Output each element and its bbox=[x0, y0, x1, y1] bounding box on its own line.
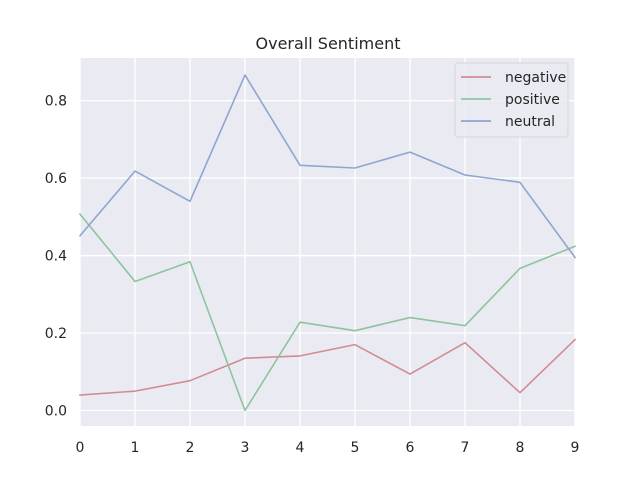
legend-label-positive: positive bbox=[505, 92, 560, 108]
x-tick-label: 5 bbox=[351, 440, 360, 456]
chart-title: Overall Sentiment bbox=[256, 34, 401, 53]
series-line-neutral bbox=[78, 74, 577, 259]
x-tick-label: 0 bbox=[76, 440, 85, 456]
legend-label-neutral: neutral bbox=[505, 114, 555, 130]
legend-label-negative: negative bbox=[505, 70, 566, 86]
y-tick-label: 0.0 bbox=[45, 404, 67, 420]
y-tick-label: 0.8 bbox=[45, 94, 67, 110]
y-tick-label: 0.6 bbox=[45, 171, 67, 187]
legend: negative positive neutral bbox=[454, 62, 569, 138]
x-tick-label: 9 bbox=[571, 440, 580, 456]
series-line-negative bbox=[79, 338, 577, 396]
x-tick-label: 4 bbox=[296, 440, 305, 456]
y-tick-label: 0.4 bbox=[45, 249, 67, 265]
x-tick-label: 7 bbox=[461, 440, 470, 456]
legend-box bbox=[454, 62, 569, 138]
series-line-positive bbox=[78, 212, 577, 412]
x-tick-label: 8 bbox=[516, 440, 525, 456]
y-tick-label: 0.2 bbox=[45, 326, 67, 342]
x-tick-label: 6 bbox=[406, 440, 415, 456]
x-tick-label: 1 bbox=[131, 440, 140, 456]
x-tick-label: 3 bbox=[241, 440, 250, 456]
x-tick-label: 2 bbox=[186, 440, 195, 456]
